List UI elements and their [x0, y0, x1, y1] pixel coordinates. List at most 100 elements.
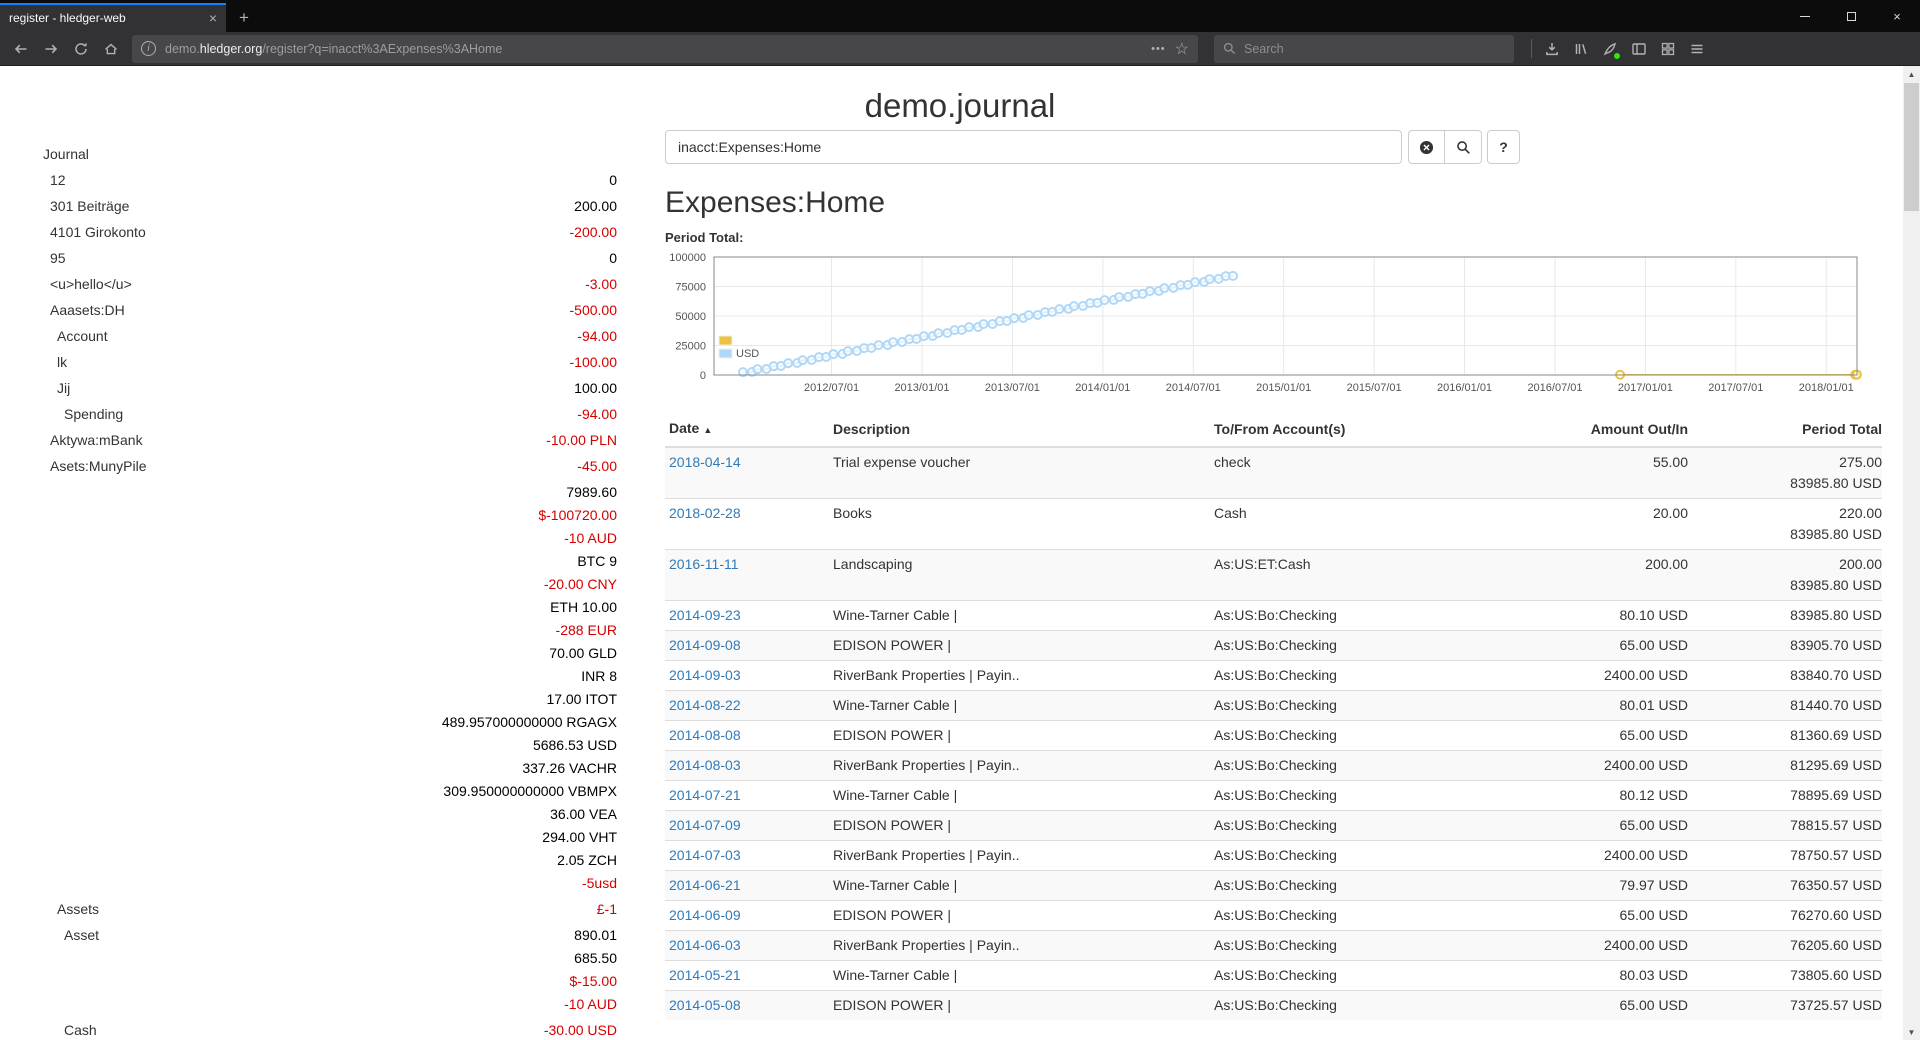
amount-cell: 20.00	[1496, 498, 1696, 550]
tab-title: register - hledger-web	[9, 10, 126, 25]
account-link[interactable]: 95	[50, 250, 66, 266]
account-link[interactable]: 301 Beiträge	[50, 198, 130, 214]
url-subdomain: demo.	[165, 41, 200, 56]
description-cell: RiverBank Properties | Payin..	[825, 750, 1206, 781]
description-cell: RiverBank Properties | Payin..	[825, 660, 1206, 691]
transaction-date-link[interactable]: 2014-07-21	[669, 787, 741, 803]
scroll-down-arrow[interactable]: ▼	[1907, 1027, 1916, 1037]
account-cell: As:US:Bo:Checking	[1206, 810, 1496, 841]
transaction-date-link[interactable]: 2014-06-21	[669, 877, 741, 893]
period-total-cell: 73725.57 USD	[1696, 990, 1882, 1020]
forward-button[interactable]	[36, 35, 66, 63]
toolbar-divider	[1531, 39, 1532, 58]
maximize-button[interactable]	[1828, 0, 1874, 32]
tab-close-icon[interactable]: ×	[208, 9, 217, 26]
library-button[interactable]	[1566, 35, 1595, 63]
transaction-date-link[interactable]: 2014-09-23	[669, 607, 741, 623]
transaction-date-link[interactable]: 2018-02-28	[669, 505, 741, 521]
account-link[interactable]: Aaasets:DH	[50, 302, 125, 318]
account-link[interactable]: Aktywa:mBank	[50, 432, 143, 448]
sidebar-journal-link[interactable]: Journal	[43, 146, 89, 162]
account-link[interactable]: Assets	[57, 901, 100, 917]
minimize-button[interactable]	[1782, 0, 1828, 32]
page-scrollbar[interactable]: ▲ ▼	[1903, 66, 1920, 1040]
register-table: Date ▲ Description To/From Account(s) Amo…	[665, 413, 1882, 1020]
back-button[interactable]	[6, 35, 36, 63]
period-total-cell: 83905.70 USD	[1696, 630, 1882, 661]
help-button[interactable]: ?	[1487, 130, 1520, 164]
transaction-date-link[interactable]: 2014-08-03	[669, 757, 741, 773]
downloads-button[interactable]	[1537, 35, 1566, 63]
amount-cell: 2400.00 USD	[1496, 660, 1696, 691]
transaction-date-link[interactable]: 2014-06-03	[669, 937, 741, 953]
transaction-date-link[interactable]: 2014-08-08	[669, 727, 741, 743]
register-row: 2014-09-08 EDISON POWER | As:US:Bo:Checkin…	[665, 630, 1882, 661]
svg-text:2013/07/01: 2013/07/01	[985, 382, 1040, 394]
account-balance: -45.00	[577, 458, 617, 474]
transaction-date-link[interactable]: 2014-05-08	[669, 997, 741, 1013]
account-link[interactable]: Cash	[64, 1022, 97, 1038]
home-button[interactable]	[96, 35, 126, 63]
url-bar[interactable]: i demo.hledger.org/register?q=inacct%3AE…	[132, 34, 1198, 63]
account-link[interactable]: Account	[57, 328, 108, 344]
sidebar-account-row: lk -100.00	[43, 351, 617, 374]
description-cell: Wine-Tarner Cable |	[825, 960, 1206, 991]
date-cell: 2018-02-28	[665, 498, 825, 550]
period-total-cell: 81360.69 USD	[1696, 720, 1882, 751]
query-input[interactable]	[665, 130, 1402, 164]
transaction-date-link[interactable]: 2014-07-03	[669, 847, 741, 863]
account-link[interactable]: 4101 Girokonto	[50, 224, 146, 240]
register-row: 2014-07-03 RiverBank Properties | Payin..…	[665, 840, 1882, 871]
transaction-date-link[interactable]: 2014-09-08	[669, 637, 741, 653]
amount-cell: 200.00	[1496, 549, 1696, 601]
transaction-date-link[interactable]: 2014-08-22	[669, 697, 741, 713]
svg-text:USD: USD	[736, 348, 759, 360]
account-link[interactable]: Spending	[64, 406, 124, 422]
reload-button[interactable]	[66, 35, 96, 63]
transaction-date-link[interactable]: 2014-05-21	[669, 967, 741, 983]
page-actions-icon[interactable]: •••	[1151, 42, 1166, 55]
sidebar-account-row: 301 Beiträge 200.00	[43, 195, 617, 218]
account-balance: -100.00	[569, 354, 617, 370]
browser-search-bar[interactable]: Search	[1214, 34, 1514, 63]
sidebar-accounts: 12 0 301 Beiträge 200.00 4101 Girokonto -200.…	[43, 169, 617, 1040]
amount-cell: 80.10 USD	[1496, 600, 1696, 631]
close-button[interactable]: ×	[1893, 8, 1901, 24]
page-title: demo.journal	[864, 87, 1056, 124]
column-header-account: To/From Account(s)	[1206, 413, 1496, 448]
transaction-date-link[interactable]: 2018-04-14	[669, 454, 741, 470]
transaction-date-link[interactable]: 2014-06-09	[669, 907, 741, 923]
scrollbar-thumb[interactable]	[1904, 83, 1919, 211]
menu-button[interactable]	[1682, 35, 1711, 63]
transaction-date-link[interactable]: 2014-07-09	[669, 817, 741, 833]
account-link[interactable]: 12	[50, 172, 66, 188]
bookmark-star-icon[interactable]: ☆	[1174, 40, 1189, 58]
clear-query-button[interactable]	[1408, 130, 1445, 164]
sidebars-button[interactable]	[1624, 35, 1653, 63]
notes-extension-button[interactable]	[1595, 35, 1624, 63]
amount-cell: 65.00 USD	[1496, 630, 1696, 661]
account-link[interactable]: Jij	[57, 380, 71, 396]
column-header-date[interactable]: Date ▲	[665, 413, 825, 448]
run-search-button[interactable]	[1445, 130, 1482, 164]
period-total-cell: 76205.60 USD	[1696, 930, 1882, 961]
site-info-icon[interactable]: i	[141, 41, 156, 56]
transaction-date-link[interactable]: 2014-09-03	[669, 667, 741, 683]
description-cell: Wine-Tarner Cable |	[825, 600, 1206, 631]
account-cell: As:US:Bo:Checking	[1206, 840, 1496, 871]
screenshots-button[interactable]	[1653, 35, 1682, 63]
tab-register[interactable]: register - hledger-web ×	[0, 3, 226, 32]
sidebar-account-row: <u>hello</u> -3.00	[43, 273, 617, 296]
transaction-date-link[interactable]: 2016-11-11	[669, 556, 739, 572]
date-cell: 2014-05-21	[665, 960, 825, 991]
new-tab-button[interactable]: +	[239, 7, 249, 27]
account-cell: As:US:Bo:Checking	[1206, 930, 1496, 961]
date-cell: 2014-06-03	[665, 930, 825, 961]
account-link[interactable]: Asets:MunyPile	[50, 458, 147, 474]
account-cell: Cash	[1206, 498, 1496, 550]
sort-ascending-icon: ▲	[703, 425, 713, 435]
account-link[interactable]: Asset	[64, 927, 100, 943]
scroll-up-arrow[interactable]: ▲	[1907, 69, 1916, 79]
account-link[interactable]: <u>hello</u>	[50, 276, 132, 292]
account-link[interactable]: lk	[57, 354, 68, 370]
